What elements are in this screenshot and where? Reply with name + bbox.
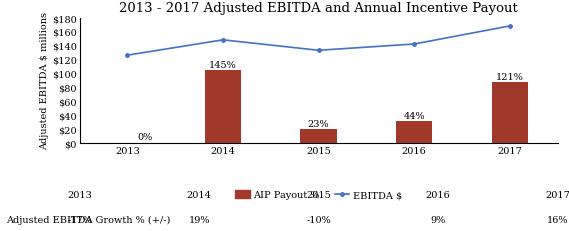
Text: 2016: 2016 — [426, 190, 451, 199]
Text: 16%: 16% — [547, 215, 568, 224]
Bar — [205, 70, 241, 143]
Text: 2017: 2017 — [545, 190, 569, 199]
Text: -10%: -10% — [306, 215, 331, 224]
Text: 44%: 44% — [403, 111, 425, 120]
Bar — [300, 129, 337, 143]
Text: 23%: 23% — [308, 119, 329, 128]
Text: 19%: 19% — [188, 215, 210, 224]
Text: 145%: 145% — [209, 61, 237, 69]
Text: 2014: 2014 — [187, 190, 212, 199]
Text: Adjusted EBITDA Growth % (+/-): Adjusted EBITDA Growth % (+/-) — [6, 215, 170, 224]
Text: 9%: 9% — [431, 215, 446, 224]
Bar — [396, 121, 432, 143]
Text: 2015: 2015 — [306, 190, 331, 199]
Text: 0%: 0% — [137, 133, 152, 141]
Text: 2013: 2013 — [67, 190, 92, 199]
Legend: AIP Payout %, EBITDA $: AIP Payout %, EBITDA $ — [231, 186, 406, 203]
Text: 121%: 121% — [496, 72, 523, 81]
Y-axis label: Adjusted EBITDA $ millions: Adjusted EBITDA $ millions — [40, 12, 50, 149]
Title: 2013 - 2017 Adjusted EBITDA and Annual Incentive Payout: 2013 - 2017 Adjusted EBITDA and Annual I… — [119, 2, 518, 15]
Text: -17%: -17% — [67, 215, 92, 224]
Bar — [492, 82, 528, 143]
